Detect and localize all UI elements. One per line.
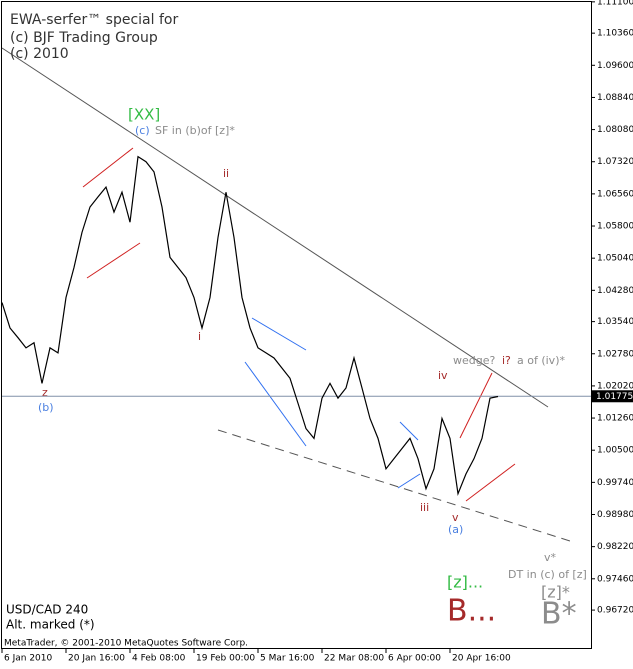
wave-label: B... xyxy=(447,594,496,629)
note: wedge? xyxy=(453,354,495,367)
y-tick-label: 0.98220 xyxy=(597,542,633,552)
x-tick-label: 5 Mar 16:00 xyxy=(260,654,315,664)
trend-lines xyxy=(1,47,571,542)
y-tick-label: 1.11100 xyxy=(597,0,633,7)
wave-label: (c) xyxy=(135,124,150,137)
price-line xyxy=(1,155,499,497)
note: (c) 2010 xyxy=(10,46,69,62)
trend-line xyxy=(244,361,307,447)
note: DT in (c) of [z] xyxy=(508,568,587,581)
trend-line xyxy=(82,147,134,188)
trend-line xyxy=(397,473,421,489)
y-tick-label: 1.07320 xyxy=(597,157,633,167)
last-price-label: 1.01775 xyxy=(596,392,633,402)
y-tick-label: 1.02780 xyxy=(597,349,633,359)
wave-label: B* xyxy=(541,597,577,632)
wave-label: (a) xyxy=(448,523,463,536)
y-tick-label: 1.06560 xyxy=(597,189,633,199)
wave-label: v xyxy=(452,511,459,524)
last-price-box xyxy=(592,390,633,403)
wave-label: ii xyxy=(223,167,229,180)
wave-label: i xyxy=(198,330,201,343)
note: SF in (b)of [z]* xyxy=(155,124,235,137)
x-tick-label: 6 Jan 2010 xyxy=(4,654,52,664)
wave-label: z xyxy=(42,386,48,399)
x-tick-label: 19 Feb 00:00 xyxy=(196,654,255,664)
trend-line xyxy=(86,242,141,279)
wave-label: (b) xyxy=(38,401,54,414)
trend-line xyxy=(399,421,419,441)
y-tick-label: 0.99740 xyxy=(597,478,633,488)
trend-line xyxy=(459,372,493,439)
y-tick-label: 1.01260 xyxy=(597,414,633,424)
y-tick-label: 0.96720 xyxy=(597,606,633,616)
wave-label: [z]... xyxy=(447,573,483,592)
y-tick-label: 1.04280 xyxy=(597,286,633,296)
trend-line xyxy=(1,47,549,408)
y-tick-label: 1.00500 xyxy=(597,446,633,456)
annotations: EWA-serfer™ special for (c) BJF Trading … xyxy=(4,12,587,649)
x-tick-label: 4 Feb 08:00 xyxy=(132,654,186,664)
y-tick-label: 1.02020 xyxy=(597,381,633,391)
y-tick-label: 0.98980 xyxy=(597,510,633,520)
trend-line xyxy=(465,463,516,502)
wave-label: iii xyxy=(420,501,429,514)
wave-label: [XX] xyxy=(128,106,160,124)
y-tick-label: 1.08840 xyxy=(597,93,633,103)
symbol-label: USD/CAD 240 xyxy=(6,603,88,617)
x-tick-label: 20 Jan 16:00 xyxy=(68,654,125,664)
y-tick-label: 1.09600 xyxy=(597,61,633,71)
note: (c) BJF Trading Group xyxy=(10,30,158,46)
wave-label: [z]* xyxy=(541,583,570,602)
trend-line xyxy=(217,429,571,542)
y-tick-label: 1.10360 xyxy=(597,29,633,39)
y-tick-label: 1.08080 xyxy=(597,125,633,135)
y-tick-label: 1.05800 xyxy=(597,222,633,232)
plot-frame xyxy=(1,1,592,649)
note: EWA-serfer™ special for xyxy=(10,12,178,28)
note: Alt. marked (*) xyxy=(6,618,95,632)
x-tick-label: 22 Mar 08:00 xyxy=(324,654,384,664)
y-tick-label: 0.97460 xyxy=(597,574,633,584)
wave-label: v* xyxy=(544,551,557,564)
y-tick-label: 1.03540 xyxy=(597,317,633,327)
x-tick-label: 6 Apr 00:00 xyxy=(388,654,441,664)
wave-label: iv xyxy=(438,369,448,382)
x-tick-label: 20 Apr 16:00 xyxy=(452,654,511,664)
copyright: MetaTrader, © 2001-2010 MetaQuotes Softw… xyxy=(4,639,248,649)
note: a of (iv)* xyxy=(517,354,565,367)
trend-line xyxy=(251,317,307,351)
y-tick-label: 1.05040 xyxy=(597,254,633,264)
wave-label: i? xyxy=(502,354,511,367)
